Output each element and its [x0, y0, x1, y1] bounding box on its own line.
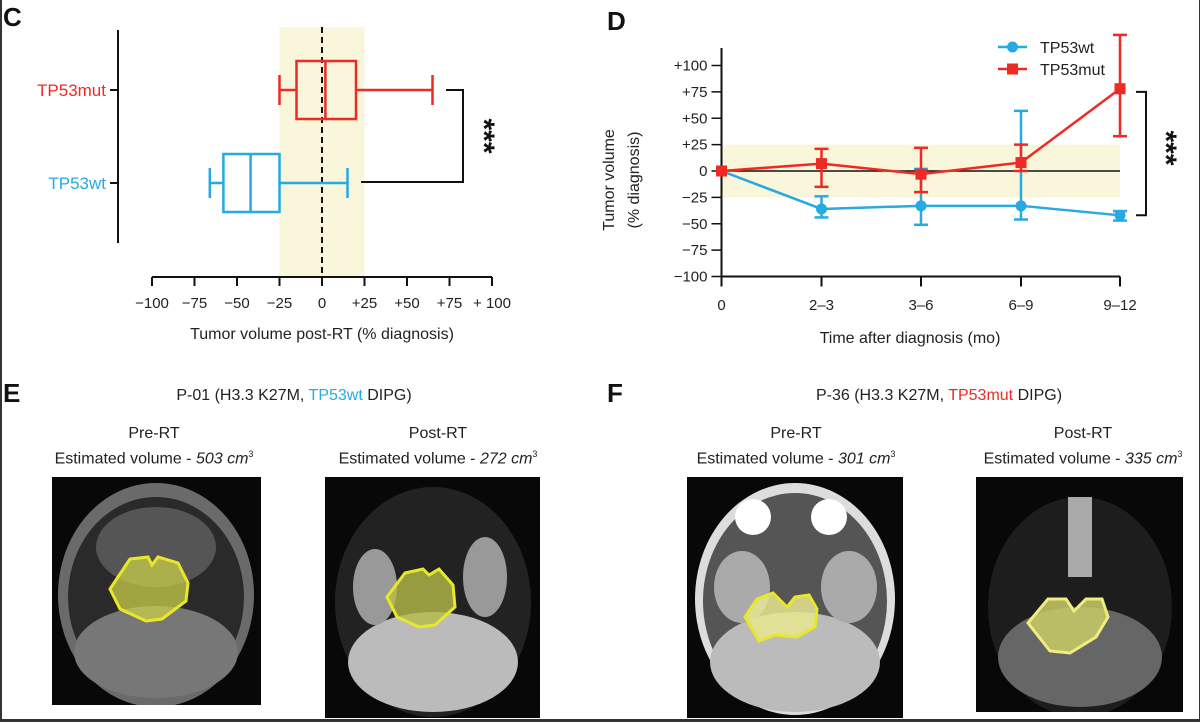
legend-label: TP53wt	[1040, 40, 1095, 57]
x-tick-label: −100	[135, 295, 169, 312]
legend-marker	[1007, 41, 1018, 53]
panel-label-e: E	[3, 378, 21, 408]
volume-prefix: Estimated volume -	[338, 450, 480, 468]
mri-image-e-post	[325, 477, 540, 718]
pre-label: Pre-RT	[770, 425, 822, 442]
volume-value: 301 cm	[837, 450, 891, 468]
x-tick-label: 9–12	[1103, 297, 1136, 314]
x-tick-label: 2–3	[809, 297, 834, 314]
data-point	[1114, 209, 1126, 221]
tumor-outline	[743, 591, 819, 643]
volume-value: 335 cm	[1124, 450, 1178, 468]
title-group: TP53wt	[308, 387, 363, 404]
y-tick-label: +50	[682, 110, 707, 127]
panel-label-c: C	[3, 2, 22, 32]
y-tick-label: −25	[682, 189, 707, 206]
post-label: Post-RT	[1053, 425, 1113, 442]
panel-f-title: P-36 (H3.3 K27M, TP53mut DIPG)	[816, 386, 1062, 406]
volume-prefix: Estimated volume -	[54, 450, 196, 468]
data-point	[915, 168, 927, 180]
boxplot-chart: −100 −75 −50 −25 0 +25 +50 +75 + 100 Tumor volume…	[37, 27, 511, 343]
data-point	[716, 165, 727, 177]
line-chart: −100 −75 −50 −25 0 +25 +50 +75 +100 0 2–3 3–6 6–9 9–1…	[601, 33, 1182, 347]
unit-exponent: 3	[1177, 449, 1183, 459]
x-axis-label: Time after diagnosis (mo)	[820, 330, 1001, 347]
panel-f-post-caption: Post-RT Estimated volume - 335 cm3	[984, 424, 1183, 469]
panel-f-pre-caption: Pre-RT Estimated volume - 301 cm3	[697, 424, 896, 469]
mri-image-f-post	[976, 477, 1183, 712]
y-axis-label: (% diagnosis)	[626, 132, 643, 229]
tumor-outline	[1026, 597, 1110, 655]
y-tick-label: −100	[674, 269, 708, 286]
panel-label-f: F	[607, 378, 623, 408]
data-point	[1114, 83, 1126, 95]
x-tick-label: 0	[717, 297, 725, 314]
x-tick-label: + 100	[473, 295, 511, 312]
significance-stars: ***	[467, 118, 500, 153]
mri-image-e-pre	[52, 477, 261, 705]
data-point	[816, 158, 827, 170]
x-axis-label: Tumor volume post-RT (% diagnosis)	[190, 326, 454, 343]
title-prefix: P-01 (H3.3 K27M,	[176, 387, 309, 404]
significance-bracket	[1136, 90, 1147, 217]
title-prefix: P-36 (H3.3 K27M,	[815, 387, 949, 404]
x-tick-label: −25	[267, 295, 292, 312]
significance-stars: ***	[1149, 130, 1182, 165]
y-tick-label: −75	[682, 242, 707, 259]
x-tick-label: +25	[352, 295, 377, 312]
x-tick-label: −50	[224, 295, 249, 312]
title-suffix: DIPG)	[362, 387, 412, 404]
legend-label: TP53mut	[1040, 62, 1105, 79]
data-point	[816, 203, 827, 215]
panel-e-title: P-01 (H3.3 K27M, TP53wt DIPG)	[176, 386, 411, 406]
y-axis-label: Tumor volume	[601, 129, 618, 231]
tumor-outline	[385, 567, 457, 629]
panel-e-post-caption: Post-RT Estimated volume - 272 cm3	[339, 424, 538, 469]
y-tick-label: +25	[682, 137, 707, 154]
unit-exponent: 3	[248, 449, 254, 459]
unit-exponent: 3	[532, 449, 538, 459]
tumor-outline	[108, 555, 190, 623]
data-point	[915, 200, 927, 212]
x-tick-label: 0	[318, 295, 326, 312]
y-tick-label: +100	[674, 58, 708, 75]
significance-bracket	[361, 89, 464, 183]
x-tick-label: 3–6	[908, 297, 933, 314]
legend-marker	[1007, 63, 1018, 75]
title-suffix: DIPG)	[1013, 387, 1063, 404]
volume-prefix: Estimated volume -	[983, 450, 1125, 468]
unit-exponent: 3	[890, 449, 896, 459]
category-label: TP53wt	[48, 174, 106, 193]
category-label: TP53mut	[37, 81, 106, 100]
y-tick-label: 0	[699, 163, 707, 180]
mri-image-f-pre	[687, 477, 903, 718]
data-point	[1015, 200, 1027, 212]
x-tick-label: −75	[182, 295, 207, 312]
volume-prefix: Estimated volume -	[696, 450, 838, 468]
volume-value: 272 cm	[479, 450, 533, 468]
data-point	[1015, 157, 1027, 169]
y-tick-label: +75	[682, 84, 707, 101]
pre-label: Pre-RT	[128, 425, 180, 442]
title-group: TP53mut	[948, 387, 1014, 404]
panel-e-pre-caption: Pre-RT Estimated volume - 503 cm3	[55, 424, 254, 469]
y-tick-label: −50	[682, 216, 707, 233]
post-label: Post-RT	[408, 425, 468, 442]
x-tick-label: +75	[437, 295, 462, 312]
volume-value: 503 cm	[195, 450, 249, 468]
x-tick-label: 6–9	[1008, 297, 1033, 314]
panel-label-d: D	[607, 6, 626, 36]
x-tick-label: +50	[394, 295, 419, 312]
